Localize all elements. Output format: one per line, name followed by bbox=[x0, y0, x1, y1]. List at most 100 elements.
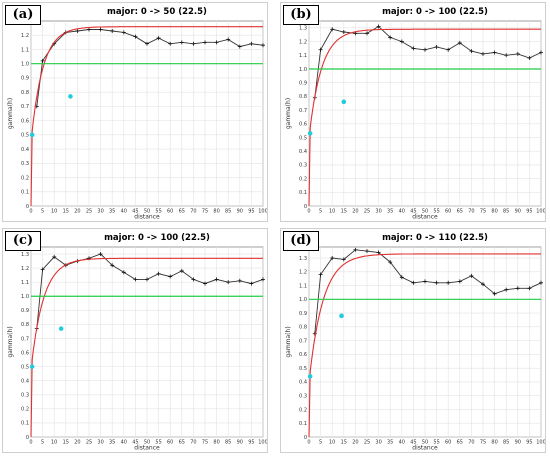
experimental-point bbox=[434, 280, 439, 285]
x-tick-label: 70 bbox=[190, 209, 196, 215]
y-tick-label: 0.1 bbox=[21, 421, 29, 427]
experimental-point bbox=[179, 268, 184, 273]
panel-label: (a) bbox=[5, 5, 41, 25]
x-tick-label: 75 bbox=[480, 440, 486, 446]
experimental-point bbox=[214, 40, 219, 45]
experimental-point bbox=[399, 39, 404, 44]
x-tick-label: 35 bbox=[109, 209, 115, 215]
x-axis-label: distance bbox=[134, 214, 160, 221]
variogram-panel-c: major: 0 -> 100 (22.5) 0 5 10 15 20 25 30 35 40 45… bbox=[2, 228, 268, 453]
y-tick-label: 0.1 bbox=[299, 190, 307, 196]
x-tick-label: 55 bbox=[155, 209, 161, 215]
x-tick-label: 70 bbox=[190, 440, 196, 446]
experimental-point bbox=[423, 47, 427, 52]
experimental-point bbox=[411, 280, 416, 285]
y-tick-label: 0.4 bbox=[299, 380, 307, 386]
experimental-point bbox=[87, 27, 91, 32]
x-tick-label: 30 bbox=[97, 209, 103, 215]
x-tick-label: 30 bbox=[375, 209, 381, 215]
y-axis-label: gamma(h) bbox=[7, 98, 14, 129]
y-tick-label: 1.3 bbox=[21, 252, 29, 258]
x-tick-label: 5 bbox=[41, 440, 44, 446]
x-axis-label: distance bbox=[134, 445, 160, 452]
x-tick-label: 85 bbox=[503, 209, 509, 215]
experimental-point bbox=[40, 267, 45, 272]
x-tick-label: 10 bbox=[51, 440, 57, 446]
experimental-point bbox=[492, 50, 497, 55]
y-axis-label: gamma(h) bbox=[285, 326, 292, 357]
x-tick-label: 30 bbox=[97, 440, 103, 446]
model-curve bbox=[30, 257, 263, 438]
y-tick-label: 0.7 bbox=[21, 336, 29, 342]
y-tick-label: 1.3 bbox=[299, 26, 307, 32]
variogram-chart: major: 0 -> 100 (22.5) 0 5 10 15 20 25 30 35 40 45… bbox=[7, 233, 267, 452]
y-tick-label: 1.0 bbox=[21, 294, 29, 300]
y-tick-label: 0.9 bbox=[21, 76, 29, 82]
x-tick-label: 95 bbox=[526, 440, 532, 446]
experimental-point bbox=[469, 49, 474, 54]
y-tick-label: 0.6 bbox=[21, 118, 29, 124]
y-tick-label: 0.4 bbox=[299, 149, 307, 155]
y-tick-label: 0.5 bbox=[299, 366, 307, 372]
x-tick-label: 65 bbox=[457, 440, 463, 446]
y-tick-label: 0.5 bbox=[21, 364, 29, 370]
x-axis-label: distance bbox=[412, 214, 438, 221]
x-tick-label: 90 bbox=[515, 440, 521, 446]
x-tick-label: 100 bbox=[536, 209, 545, 215]
variogram-chart: major: 0 -> 100 (22.5) 0 5 10 15 20 25 30 35 40 45… bbox=[285, 7, 545, 221]
variogram-panel-b: major: 0 -> 100 (22.5) 0 5 10 15 20 25 30 35 40 45… bbox=[280, 2, 546, 222]
experimental-point bbox=[423, 279, 427, 284]
y-tick-label: 0.6 bbox=[299, 122, 307, 128]
x-tick-label: 75 bbox=[202, 440, 208, 446]
y-tick-label: 0.8 bbox=[299, 325, 307, 331]
y-tick-label: 0.4 bbox=[21, 379, 29, 385]
x-tick-label: 35 bbox=[387, 440, 393, 446]
y-tick-label: 0.7 bbox=[21, 104, 29, 110]
y-tick-label: 0.7 bbox=[299, 338, 307, 344]
y-tick-label: 1.1 bbox=[21, 280, 29, 286]
experimental-point bbox=[539, 50, 543, 55]
x-tick-label: 25 bbox=[86, 440, 92, 446]
x-tick-label: 20 bbox=[352, 440, 358, 446]
x-tick-label: 45 bbox=[132, 440, 138, 446]
y-tick-label: 1.0 bbox=[299, 67, 307, 73]
experimental-point bbox=[156, 271, 161, 276]
y-tick-label: 0 bbox=[26, 435, 29, 441]
x-tick-label: 95 bbox=[248, 209, 254, 215]
experimental-point bbox=[133, 277, 138, 282]
x-tick-label: 85 bbox=[225, 209, 231, 215]
experimental-point bbox=[237, 44, 242, 49]
x-tick-label: 50 bbox=[144, 209, 150, 215]
x-tick-label: 15 bbox=[63, 440, 69, 446]
y-tick-label: 1.3 bbox=[299, 256, 307, 262]
x-tick-label: 85 bbox=[225, 440, 231, 446]
x-tick-label: 85 bbox=[503, 440, 509, 446]
experimental-point bbox=[353, 247, 358, 252]
x-tick-label: 10 bbox=[329, 440, 335, 446]
y-tick-label: 0.3 bbox=[21, 393, 29, 399]
x-tick-label: 15 bbox=[341, 209, 347, 215]
experimental-point bbox=[515, 51, 520, 56]
experimental-point bbox=[539, 280, 543, 285]
x-tick-label: 15 bbox=[63, 209, 69, 215]
y-tick-label: 0.9 bbox=[299, 311, 307, 317]
experimental-point bbox=[399, 275, 404, 280]
experimental-point bbox=[376, 24, 381, 29]
x-tick-label: 65 bbox=[457, 209, 463, 215]
pair-point bbox=[307, 374, 313, 379]
x-tick-label: 55 bbox=[433, 209, 439, 215]
pair-point bbox=[341, 99, 347, 105]
x-tick-label: 100 bbox=[536, 440, 545, 446]
variogram-panel-a: major: 0 -> 50 (22.5) 0 5 10 15 20 25 30 35 40 45 5… bbox=[2, 2, 268, 222]
y-tick-label: 1.1 bbox=[299, 283, 307, 289]
x-tick-label: 90 bbox=[237, 440, 243, 446]
x-tick-label: 40 bbox=[121, 440, 127, 446]
x-tick-label: 65 bbox=[179, 209, 185, 215]
experimental-point bbox=[318, 272, 323, 277]
y-tick-label: 0.2 bbox=[299, 407, 307, 413]
y-tick-label: 0 bbox=[26, 204, 29, 210]
x-tick-label: 5 bbox=[319, 440, 322, 446]
y-tick-label: 0.6 bbox=[21, 350, 29, 356]
x-tick-label: 20 bbox=[352, 209, 358, 215]
experimental-point bbox=[527, 56, 532, 60]
